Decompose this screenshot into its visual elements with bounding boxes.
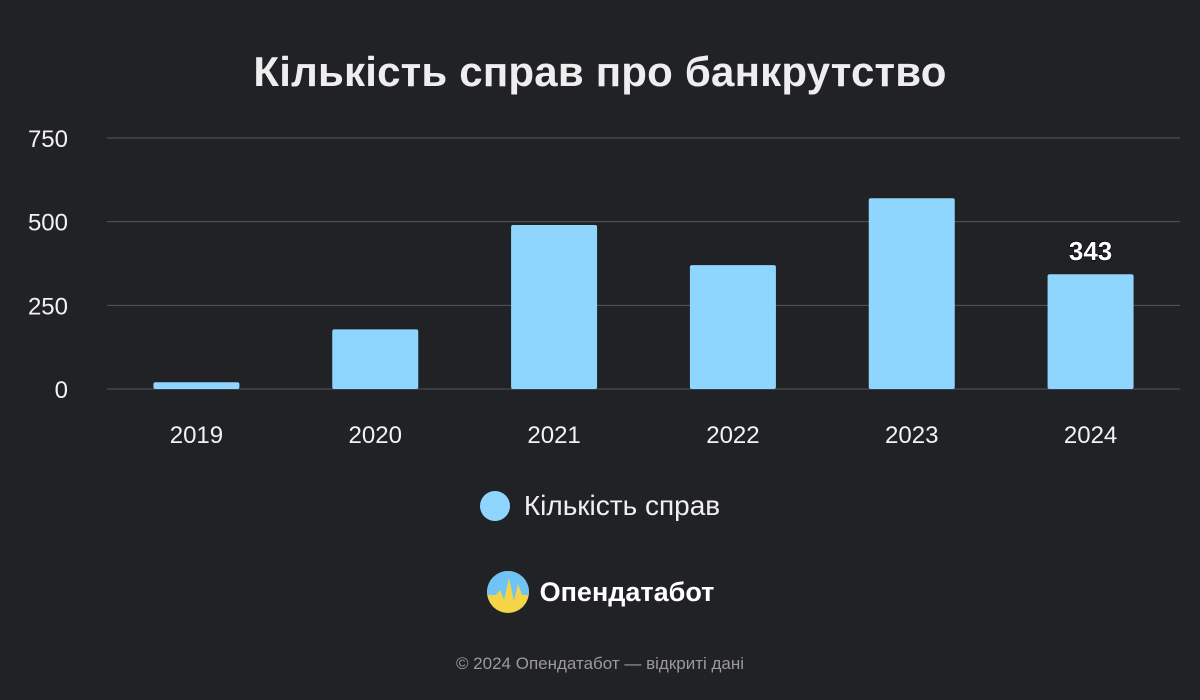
x-tick-label: 2024 <box>1064 422 1117 449</box>
y-tick-label: 500 <box>28 210 68 237</box>
bar-chart: 0 250 500 750 2019 2020 2021 2022 2023 2024 343 <box>28 126 1180 449</box>
chart-legend: Кількість справ <box>0 490 1200 522</box>
legend-swatch <box>479 491 510 521</box>
y-tick-label: 750 <box>28 126 68 153</box>
brand-name: Опендатабот <box>539 576 715 607</box>
opendatabot-logo-icon <box>486 570 530 614</box>
x-tick-label: 2019 <box>170 422 223 449</box>
legend-label: Кількість справ <box>523 490 721 521</box>
x-tick-label: 2021 <box>527 422 580 449</box>
bar-2023 <box>868 198 955 389</box>
brand: Опендатабот <box>0 570 1200 614</box>
footer-copyright: © 2024 Опендатабот — відкриті дані <box>455 654 745 673</box>
bar-2024 <box>1047 274 1134 389</box>
bar-2019 <box>153 382 240 389</box>
bar-2022 <box>689 265 776 389</box>
chart-title: Кількість справ про банкрутство <box>253 48 947 95</box>
data-label-2024: 343 <box>1069 236 1112 266</box>
y-tick-label: 0 <box>55 377 68 404</box>
bar-2020 <box>332 329 419 389</box>
bar-2021 <box>511 225 598 389</box>
y-tick-label: 250 <box>28 293 68 320</box>
x-tick-label: 2023 <box>885 422 938 449</box>
x-tick-label: 2020 <box>349 422 402 449</box>
x-tick-label: 2022 <box>706 422 759 449</box>
